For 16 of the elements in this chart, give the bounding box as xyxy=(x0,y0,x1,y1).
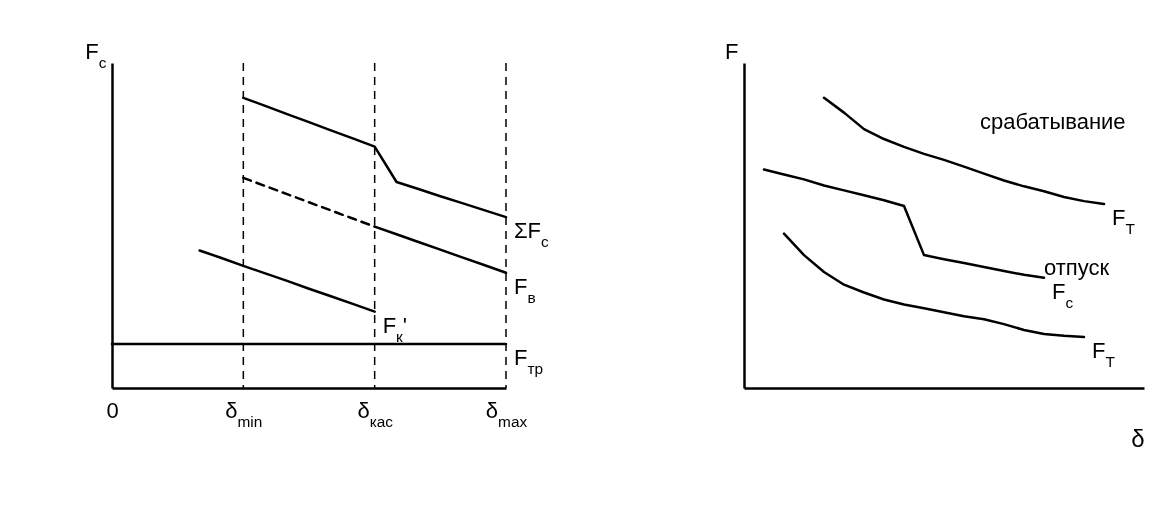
series-label: F$_{в}$ xyxy=(514,273,536,306)
series-label: F$_{тр}$ xyxy=(514,344,544,377)
series-label: ΣF$_{c}$ xyxy=(514,218,550,250)
x-tick-label: δ$_{max}$ xyxy=(485,397,528,429)
annotation: отпуск xyxy=(1044,254,1110,280)
y-axis-title: F xyxy=(725,38,739,64)
y-axis-title: F$_{c}$ xyxy=(85,38,107,70)
annotation: срабатывание xyxy=(980,108,1126,134)
x-tick-label: 0 xyxy=(106,397,119,423)
x-tick-label: δ$_{min}$ xyxy=(225,397,263,429)
series-label: F$_{к}$' xyxy=(382,312,408,345)
x-tick-label: δ$_{кас}$ xyxy=(357,397,394,429)
x-axis-title: δ xyxy=(1131,424,1145,452)
series-label: F$_{T}$ xyxy=(1112,205,1136,237)
series-label: F$_{c}$ xyxy=(1052,278,1074,311)
series-label: F$_{T}$ xyxy=(1092,337,1116,370)
